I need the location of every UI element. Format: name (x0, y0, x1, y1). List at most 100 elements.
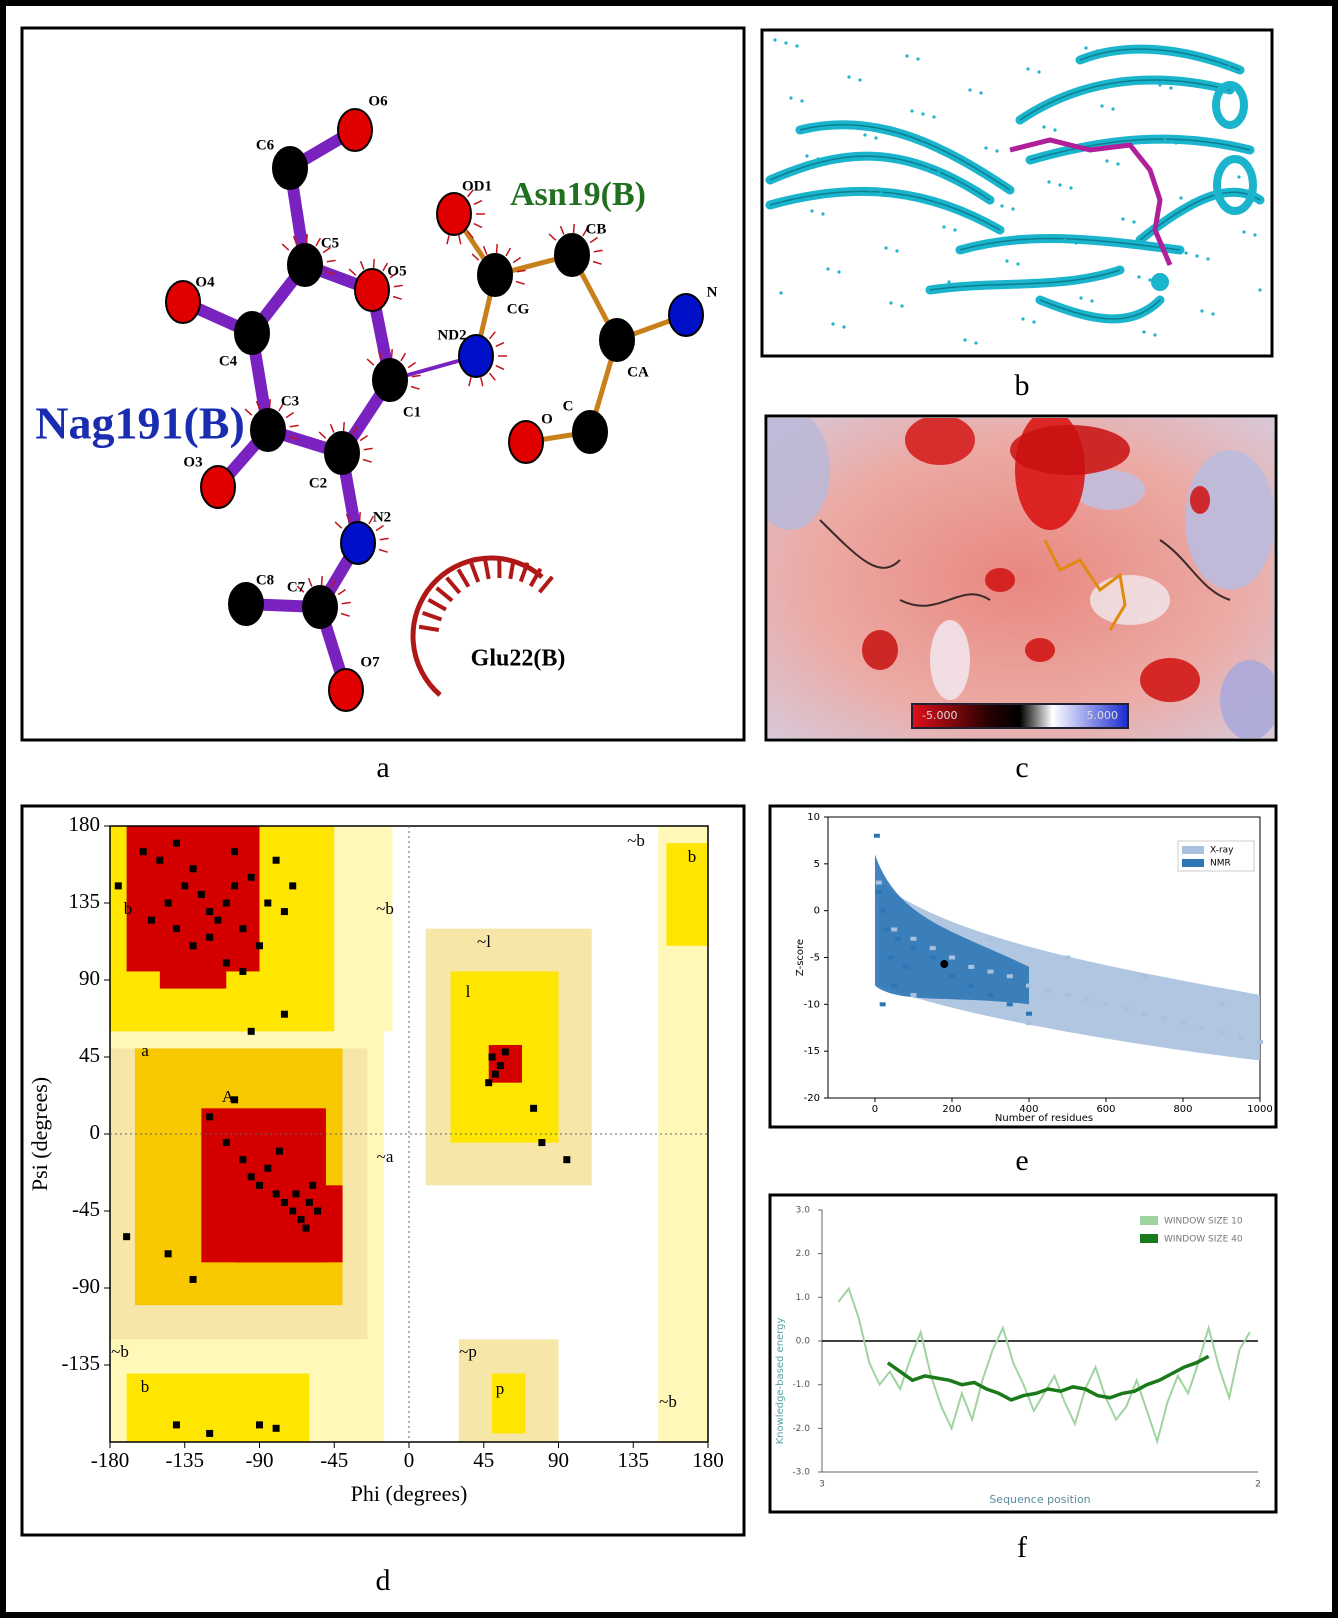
atom (273, 147, 307, 189)
atom-label: O5 (387, 263, 406, 279)
water (1090, 299, 1093, 302)
water (1111, 107, 1114, 110)
data-point (1084, 998, 1090, 1002)
water (1079, 296, 1082, 299)
data-point (930, 946, 936, 950)
water (926, 167, 929, 170)
residue-point (497, 1062, 504, 1069)
data-point (1218, 1002, 1224, 1006)
y-tick-label: 0.0 (796, 1337, 811, 1347)
data-point (1257, 1040, 1263, 1044)
atom-label: C5 (321, 235, 339, 251)
water (1084, 46, 1087, 49)
residue-point (140, 848, 147, 855)
residue-point (156, 857, 163, 864)
atom-label: O3 (183, 454, 202, 470)
region (359, 826, 392, 1031)
legend-swatch (1140, 1216, 1158, 1225)
y-tick-label: -5 (810, 953, 820, 964)
water (905, 54, 908, 57)
surface-patch (1185, 450, 1275, 590)
y-tick-label: 180 (69, 812, 101, 836)
water (1200, 309, 1203, 312)
water (784, 41, 787, 44)
water (779, 291, 782, 294)
water (953, 228, 956, 231)
water (1258, 288, 1261, 291)
water (789, 96, 792, 99)
y-tick-label: -45 (72, 1197, 100, 1221)
data-point (1026, 1012, 1032, 1016)
residue-point (276, 1148, 283, 1155)
residue-label: Asn19(B) (510, 176, 646, 213)
atom-label: O4 (195, 274, 215, 290)
water (831, 322, 834, 325)
water (1221, 117, 1224, 120)
data-point (876, 881, 882, 885)
surface-patch (905, 415, 975, 465)
residue-point (306, 1199, 313, 1206)
water (995, 149, 998, 152)
water (1232, 120, 1235, 123)
water (1174, 141, 1177, 144)
surface-map: -5.0005.000 (750, 410, 1280, 740)
water (858, 78, 861, 81)
water (1016, 262, 1019, 265)
y-tick-label: -90 (72, 1274, 100, 1298)
atom-label: O6 (368, 93, 388, 109)
data-point (949, 974, 955, 978)
data-point (1007, 974, 1013, 978)
legend-swatch (1182, 859, 1204, 867)
atom-label: O7 (360, 654, 380, 670)
x-tick-label: -45 (320, 1448, 348, 1472)
legend-label: WINDOW SIZE 10 (1164, 1217, 1243, 1227)
atom-label: C7 (287, 579, 306, 595)
residue-point (273, 857, 280, 864)
colorbar-label: -5.000 (922, 709, 957, 722)
atom (229, 583, 263, 625)
water (874, 136, 877, 139)
data-point (1141, 1012, 1147, 1016)
region-label: ~a (377, 1147, 394, 1166)
atom-label: CB (586, 221, 607, 237)
atom (341, 522, 375, 564)
data-point (874, 834, 880, 838)
x-axis-label: Sequence position (989, 1493, 1090, 1506)
water (1248, 178, 1251, 181)
data-point (968, 965, 974, 969)
atom (669, 294, 703, 336)
water (800, 99, 803, 102)
contact-spike (392, 349, 393, 358)
region (127, 1374, 310, 1442)
data-point (887, 956, 893, 960)
water (1184, 251, 1187, 254)
water (1063, 238, 1066, 241)
residue-point (538, 1139, 545, 1146)
water (1105, 159, 1108, 162)
residue-point (303, 1225, 310, 1232)
atom-label: C3 (281, 393, 299, 409)
region-label: b (141, 1377, 150, 1396)
region (235, 1185, 343, 1262)
y-tick-label: 0 (814, 906, 820, 917)
data-point (1161, 1016, 1167, 1020)
y-tick-label: -1.0 (792, 1380, 810, 1390)
water (837, 270, 840, 273)
atom-label: C (563, 398, 574, 414)
water (968, 88, 971, 91)
y-tick-label: 0 (90, 1120, 101, 1144)
water (1069, 186, 1072, 189)
residue-point (206, 934, 213, 941)
y-tick-label: 3.0 (796, 1206, 811, 1216)
water (1032, 320, 1035, 323)
x-tick-label: -90 (246, 1448, 274, 1472)
x-tick-label: 600 (1096, 1104, 1115, 1115)
residue-point (489, 1054, 496, 1061)
atom (509, 421, 543, 463)
water (884, 246, 887, 249)
y-tick-label: 2.0 (796, 1249, 811, 1259)
data-point (880, 909, 886, 913)
water (910, 109, 913, 112)
water (1042, 125, 1045, 128)
y-tick-label: 135 (69, 889, 101, 913)
